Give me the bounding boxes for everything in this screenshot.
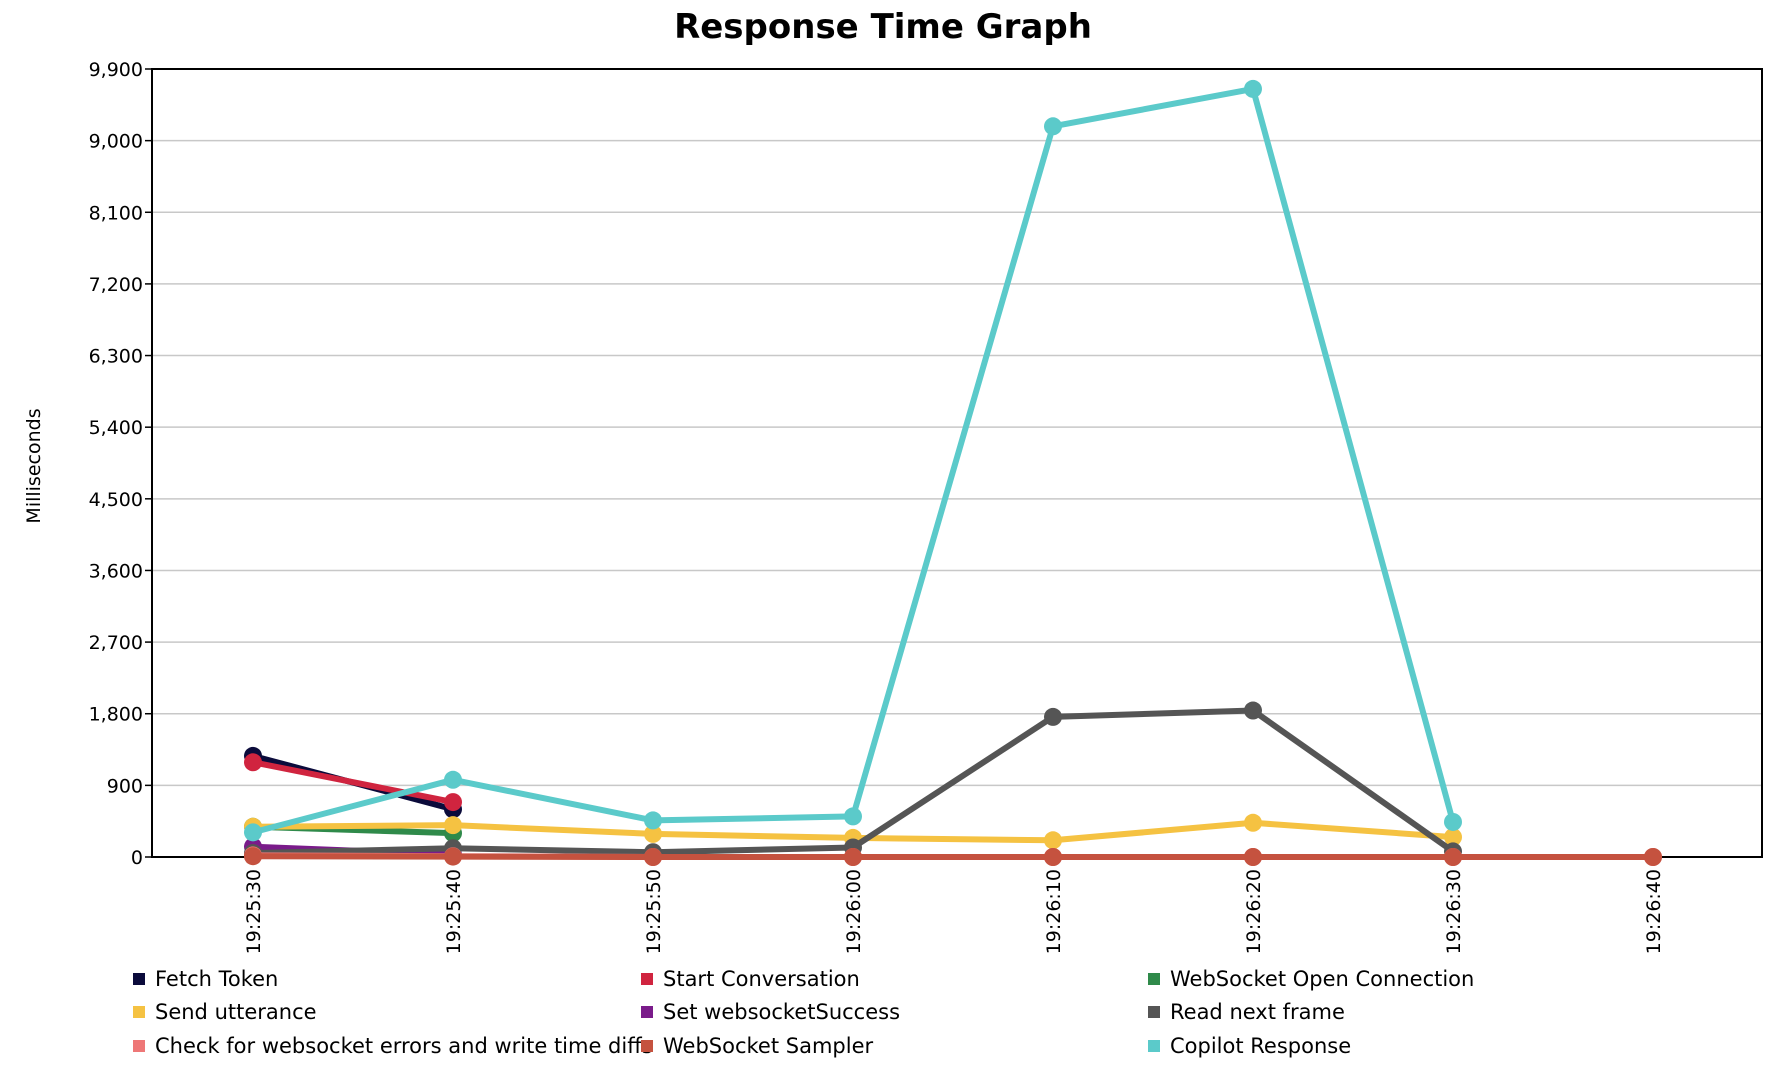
legend-item[interactable]: WebSocket Sampler	[641, 1034, 873, 1058]
legend-swatch	[133, 973, 145, 985]
data-point[interactable]	[1044, 848, 1062, 866]
data-point[interactable]	[1244, 848, 1262, 866]
x-tick-label: 19:25:30	[243, 869, 265, 954]
legend-item[interactable]: Send utterance	[133, 1000, 317, 1024]
data-point[interactable]	[244, 753, 262, 772]
series-line	[250, 853, 1656, 860]
legend-label: Fetch Token	[155, 967, 278, 991]
x-axis-ticks: 19:25:30 19:25:40 19:25:50 19:26:00 19:26:10…	[243, 857, 1665, 954]
legend-item[interactable]: WebSocket Open Connection	[1148, 967, 1474, 991]
legend-label: Start Conversation	[663, 967, 860, 991]
legend-item[interactable]: Read next frame	[1148, 1000, 1345, 1024]
chart-title: Response Time Graph	[674, 7, 1092, 47]
data-point[interactable]	[444, 793, 462, 812]
data-point[interactable]	[1244, 79, 1262, 98]
legend-swatch	[133, 1040, 145, 1052]
data-point[interactable]	[844, 807, 862, 826]
data-point[interactable]	[444, 816, 462, 835]
series-8	[244, 79, 1462, 842]
legend-swatch	[1148, 973, 1160, 985]
data-point[interactable]	[644, 824, 662, 843]
legend-label: Set websocketSuccess	[663, 1000, 900, 1024]
legend: Fetch Token Start Conversation WebSocket O…	[133, 967, 1474, 1058]
grid-lines	[152, 139, 1762, 787]
data-point[interactable]	[1644, 848, 1662, 866]
legend-item[interactable]: Start Conversation	[641, 967, 860, 991]
y-axis-ticks: 0 900 1,800 2,700 3,600 4,500 5,400 6,300 7,200 8…	[89, 59, 152, 869]
x-tick-label: 19:26:10	[1043, 869, 1065, 954]
data-point[interactable]	[644, 848, 662, 866]
x-tick-label: 19:26:00	[843, 869, 865, 954]
x-tick-label: 19:25:40	[443, 869, 465, 954]
y-tick-label: 0	[131, 847, 143, 869]
y-tick-label: 4,500	[89, 489, 143, 511]
legend-label: Check for websocket errors and write tim…	[155, 1034, 653, 1058]
legend-swatch	[1148, 1040, 1160, 1052]
data-point[interactable]	[1044, 707, 1062, 726]
y-tick-label: 2,700	[89, 632, 143, 654]
series-7	[244, 847, 1662, 866]
y-tick-label: 900	[107, 775, 143, 797]
y-tick-label: 9,000	[89, 131, 143, 153]
legend-item[interactable]: Set websocketSuccess	[641, 1000, 900, 1024]
series-line	[250, 759, 456, 806]
data-point[interactable]	[1044, 117, 1062, 136]
x-tick-label: 19:26:30	[1443, 869, 1465, 954]
legend-swatch	[641, 973, 653, 985]
y-tick-label: 8,100	[89, 202, 143, 224]
y-tick-label: 5,400	[89, 417, 143, 439]
y-tick-label: 9,900	[89, 59, 143, 81]
legend-swatch	[641, 1006, 653, 1018]
legend-item[interactable]: Check for websocket errors and write tim…	[133, 1034, 653, 1058]
y-axis-title: Milliseconds	[23, 408, 45, 523]
y-tick-label: 6,300	[89, 346, 143, 368]
data-point[interactable]	[244, 847, 262, 866]
y-tick-label: 3,600	[89, 560, 143, 582]
series-line	[250, 85, 1456, 836]
series-lines	[244, 79, 1662, 866]
series-2	[244, 817, 462, 843]
legend-label: Copilot Response	[1170, 1034, 1351, 1058]
legend-swatch	[641, 1040, 653, 1052]
legend-label: WebSocket Open Connection	[1170, 967, 1474, 991]
data-point[interactable]	[1444, 848, 1462, 866]
x-tick-label: 19:26:20	[1243, 869, 1265, 954]
legend-item[interactable]: Fetch Token	[133, 967, 278, 991]
legend-swatch	[1148, 1006, 1160, 1018]
data-point[interactable]	[644, 811, 662, 830]
data-point[interactable]	[444, 770, 462, 789]
x-tick-label: 19:26:40	[1643, 869, 1665, 954]
data-point[interactable]	[844, 848, 862, 866]
y-tick-label: 7,200	[89, 274, 143, 296]
data-point[interactable]	[1444, 828, 1462, 847]
data-point[interactable]	[1044, 831, 1062, 850]
data-point[interactable]	[244, 823, 262, 842]
legend-swatch	[133, 1006, 145, 1018]
data-point[interactable]	[1244, 701, 1262, 720]
data-point[interactable]	[1444, 812, 1462, 831]
legend-label: WebSocket Sampler	[663, 1034, 873, 1058]
data-point[interactable]	[444, 847, 462, 866]
series-1	[244, 753, 462, 812]
x-tick-label: 19:25:50	[643, 869, 665, 954]
legend-label: Read next frame	[1170, 1000, 1345, 1024]
legend-item[interactable]: Copilot Response	[1148, 1034, 1351, 1058]
data-point[interactable]	[1244, 813, 1262, 832]
legend-label: Send utterance	[155, 1000, 317, 1024]
y-tick-label: 1,800	[89, 704, 143, 726]
